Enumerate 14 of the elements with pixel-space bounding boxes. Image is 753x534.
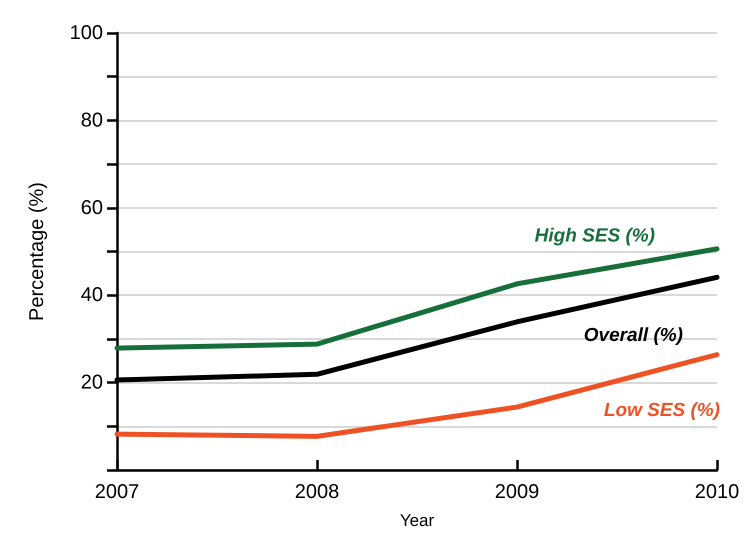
x-tick-label: 2010	[694, 481, 740, 503]
y-tick-label: 40	[80, 284, 103, 306]
series-label: Low SES (%)	[604, 400, 720, 422]
series-label: Overall (%)	[584, 324, 683, 346]
y-tick-label: 80	[80, 109, 103, 132]
y-axis-title: Percentage (%)	[26, 182, 48, 321]
x-tick-label: 2007	[94, 481, 140, 503]
x-tick-label: 2009	[494, 481, 540, 503]
y-tick-label: 60	[80, 196, 103, 219]
x-tick-label: 2008	[294, 481, 340, 503]
y-tick-label: 100	[70, 22, 103, 44]
y-tick-label: 20	[80, 372, 103, 394]
series-label: High SES (%)	[534, 225, 655, 246]
x-axis-title: Year	[400, 511, 435, 530]
